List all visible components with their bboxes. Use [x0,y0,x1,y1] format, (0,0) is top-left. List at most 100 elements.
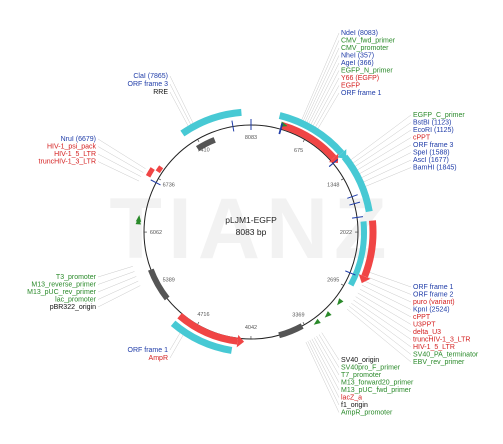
feature-label: ORF frame 1 [413,284,454,291]
leader-line [305,341,340,413]
leader-line [359,288,412,318]
leader-line [357,137,412,171]
feature-label: BstBI (1123) [413,120,451,127]
tick-label: 6062 [150,230,162,236]
feature-label: CMV_fwd_primer [341,38,396,45]
tick-label: 675 [294,148,303,154]
plasmid-name: pLJM1-EGFP [225,215,277,225]
leader-line [317,92,340,129]
tick-mark [158,178,162,181]
feature-label: AgeI (366) [341,60,374,67]
leader-line [97,276,137,293]
leader-line [304,47,340,122]
orf-frame-3-arc-b [341,154,373,213]
leader-line [169,332,181,351]
leader-line [303,40,340,121]
leader-line [353,299,412,340]
leader-line [365,167,412,187]
leader-line [365,276,412,295]
tick-mark [197,139,200,143]
tick-label: 4042 [245,325,257,331]
leader-line [97,146,144,173]
label-leader-lines [97,32,412,413]
leader-line [97,161,140,182]
tick-label: 3369 [292,312,304,318]
feature-label: pBR322_origin [50,304,96,311]
feature-label: f1_origin [341,402,368,409]
feature-label: M13_pUC_rev_primer [27,289,97,296]
feature-label: EGFP_C_primer [413,112,465,119]
leader-line [357,292,412,325]
feature-label: Y66 (EGFP) [341,75,379,82]
feature-label: cPPT [413,314,431,321]
tick-label: 2022 [340,230,352,236]
tick-label: 7410 [197,148,209,154]
leader-line [309,339,340,398]
feature-arcs [135,108,377,354]
leader-line [169,91,189,127]
ampr-orf-arc [170,320,233,354]
restriction-site-mark [351,216,364,219]
feature-label: KpnI (2524) [413,307,450,314]
leader-line [367,271,412,288]
leader-line [97,153,142,177]
leader-line [348,306,412,355]
egfp-arc [281,122,337,161]
leader-line [346,308,412,363]
tick-label: 5389 [163,277,175,283]
leader-line [315,85,340,128]
feature-label: ORF frame 3 [128,81,169,88]
feature-label: ORF frame 1 [341,90,382,97]
feature-label: lacZ_a [341,395,362,402]
leader-line [351,303,412,348]
primer-arrow-5 [135,214,142,222]
leader-line [354,129,412,167]
leader-line [350,114,412,161]
psi-pack-arc [155,165,164,174]
feature-label: AscI (1677) [413,157,449,164]
watermark: TIANZ [109,181,392,277]
leader-line [361,152,412,178]
primer-arrow-2 [324,311,332,318]
feature-label: T3_promoter [56,274,97,281]
feature-label: M13_forward20_primer [341,380,414,387]
leader-line [312,77,340,126]
feature-label: ORF frame 2 [413,292,454,299]
f1-origin-arc [278,323,304,339]
leader-line [301,32,340,121]
leader-line [363,159,412,183]
feature-label: EcoRI (1125) [413,127,454,134]
feature-label: T7_promoter [341,372,382,379]
leader-line [308,62,340,124]
leader-line [310,70,340,125]
feature-label: ORF frame 3 [413,142,454,149]
leader-line [169,83,192,125]
feature-label: HIV-1_5_LTR [54,151,96,158]
feature-label: RRE [153,89,168,96]
orf-frame-3-arc [180,108,242,137]
leader-line [359,144,412,174]
feature-label: HIV-1_5_LTR [413,344,455,351]
tick-label: 4716 [197,312,209,318]
primer-arrow-3 [313,318,321,325]
tick-label: 8083 [245,135,257,141]
tick-mark [302,139,305,143]
leader-line [169,334,184,359]
orf-frame-1-arrow [336,149,347,159]
leader-line [307,341,340,406]
leader-line [97,266,133,278]
feature-label: puro (variant) [413,299,455,306]
restriction-site-mark [231,120,235,132]
feature-label: CMV_promoter [341,45,389,52]
leader-line [97,285,141,308]
feature-label: AmpR_promoter [341,410,393,417]
leader-line [169,75,194,124]
restriction-site-mark [345,270,356,276]
feature-label: EGFP_N_primer [341,68,393,75]
tick-mark [340,283,344,286]
leader-line [363,280,412,303]
primer-arrow-1 [337,298,344,306]
feature-label: SV40_PA_terminator [413,352,479,359]
feature-labels: NdeI (8083)CMV_fwd_primerCMV_promoterNhe… [27,30,479,417]
